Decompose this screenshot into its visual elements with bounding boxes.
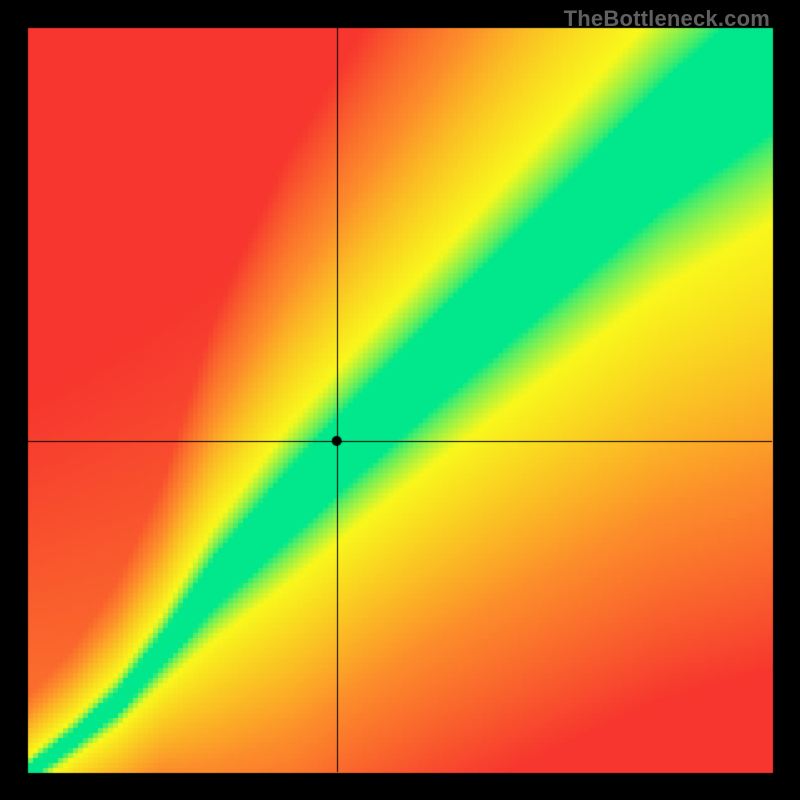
bottleneck-heatmap-canvas [0, 0, 800, 800]
watermark-text: TheBottleneck.com [564, 6, 770, 32]
